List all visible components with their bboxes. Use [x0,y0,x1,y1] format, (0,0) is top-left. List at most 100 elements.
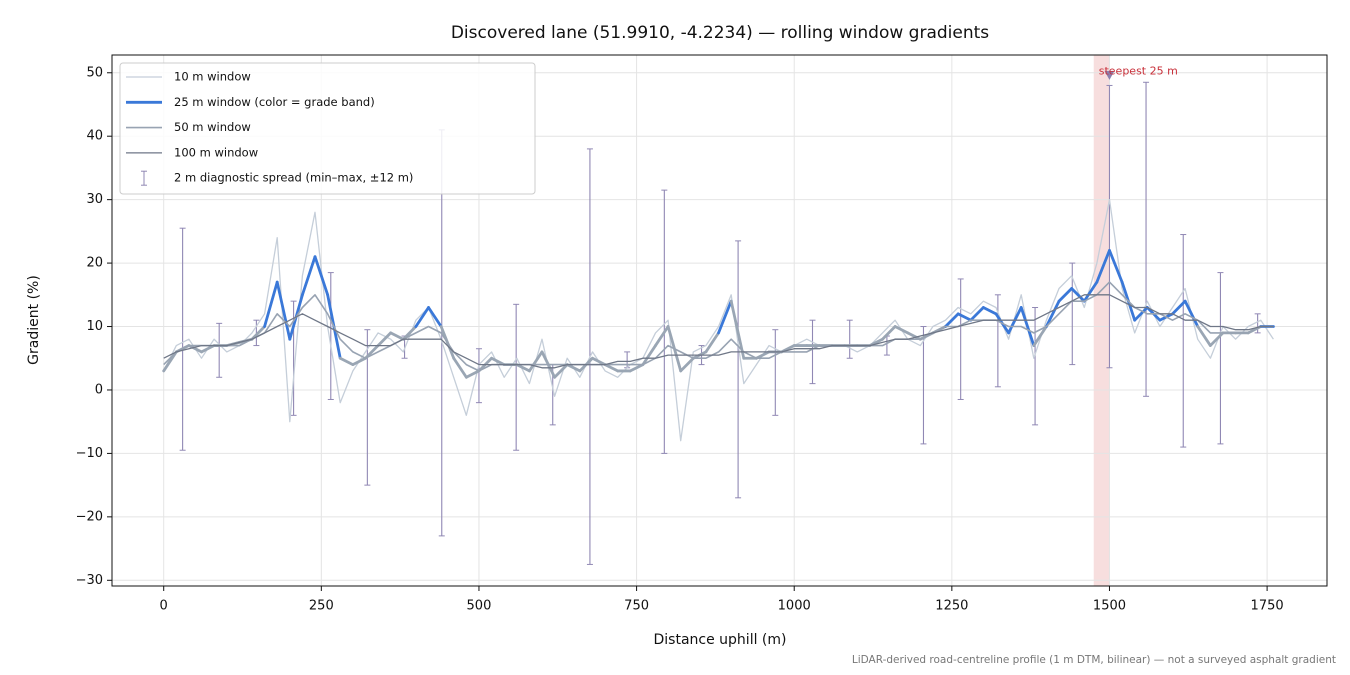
line-segment [1196,325,1212,347]
x-axis-label: Distance uphill (m) [654,632,787,648]
x-tick-label: 750 [624,599,649,614]
y-tick-label: 20 [86,256,103,271]
line-segment [301,255,317,297]
line-segment [515,363,531,373]
x-tick-label: 0 [160,599,168,614]
y-tick-label: 10 [86,319,103,334]
footnote: LiDAR-derived road-centreline profile (1… [852,654,1336,666]
line-segment [263,280,279,328]
steepest-marker [1104,70,1115,80]
line-segment [1082,280,1099,303]
line-segment [944,312,960,328]
line-segment [603,363,620,373]
line-segment [565,363,582,373]
annotation: steepest 25 m [1099,64,1178,77]
x-tick-label: 1250 [935,599,968,614]
error-bar [809,319,816,385]
line-segment [1183,299,1200,328]
error-bar [1106,84,1113,369]
y-tick-label: 40 [86,129,103,144]
error-bar [661,189,668,454]
error-bar [846,319,853,359]
line-segment [1019,306,1036,347]
line-segment [414,306,430,328]
line-segment [704,331,720,354]
error-bar [216,322,223,378]
x-tick-label: 1750 [1251,599,1284,614]
y-tick-label: 50 [86,65,103,80]
line-segment [1032,325,1048,347]
line-segment [981,306,998,316]
line-segment [1208,331,1225,347]
line-segment [313,255,330,297]
error-bar [327,272,334,400]
line-segment [1108,248,1124,284]
steepest-span [1093,55,1110,586]
line-segment [893,325,910,335]
line-segment [452,356,468,379]
line-segment [969,306,985,322]
y-tick-label: 30 [86,192,103,207]
line-segment [427,306,443,328]
error-bar [1254,313,1261,334]
line-segment [641,344,657,366]
chart-title: Discovered lane (51.9910, -4.2234) — rol… [451,23,989,43]
line-segment [1171,299,1187,316]
line-segment [376,331,393,347]
line-segment [717,299,733,335]
error-bar [179,227,186,451]
legend-label: 2 m diagnostic spread (min–max, ±12 m) [174,171,413,185]
y-tick-label: −20 [76,509,103,524]
line-segment [338,356,355,366]
x-tick-label: 250 [309,599,334,614]
legend-box [119,62,536,195]
error-bar [772,329,779,416]
series-line [163,294,1274,369]
line-segment [956,312,973,322]
line-segment [351,356,367,366]
line-segment [250,325,266,341]
line-segment [679,356,695,373]
line-segment [389,331,405,341]
line-segment [754,350,771,360]
line-segment [628,363,645,373]
line-segment [1095,248,1111,284]
line-segment [200,344,216,354]
y-tick-label: 0 [95,382,103,397]
error-bar [735,240,742,499]
line-segment [187,344,203,354]
line-segment [275,280,292,341]
line-segment [881,325,897,341]
error-bar [957,278,964,400]
error-bar [994,294,1001,388]
legend-label: 10 m window [174,70,251,84]
line-segment [906,331,922,341]
line-segment [1057,287,1074,303]
x-tick-label: 1500 [1093,599,1126,614]
line-segment [528,350,544,373]
legend-label: 25 m window (color = grade band) [174,95,375,109]
legend-label: 50 m window [174,120,251,134]
line-segment [1070,287,1086,303]
line-segment [553,363,569,379]
error-bar [1180,234,1187,448]
line-segment [654,325,670,347]
line-segment [1133,306,1149,322]
error-bar [920,326,927,445]
line-segment [490,356,506,366]
error-bar [883,335,890,356]
y-axis-label: Gradient (%) [26,275,42,365]
error-bar [475,348,482,404]
error-bar [1217,272,1224,445]
y-tick-label: −30 [76,573,103,588]
line-segment [1045,299,1061,328]
line-segment [464,369,481,379]
y-tick-label: −10 [76,446,103,461]
error-bar [513,303,520,451]
error-bar [1032,306,1039,426]
line-segment [591,356,607,366]
x-tick-label: 500 [467,599,492,614]
line-segment [364,344,380,360]
legend-label: 100 m window [174,145,258,159]
